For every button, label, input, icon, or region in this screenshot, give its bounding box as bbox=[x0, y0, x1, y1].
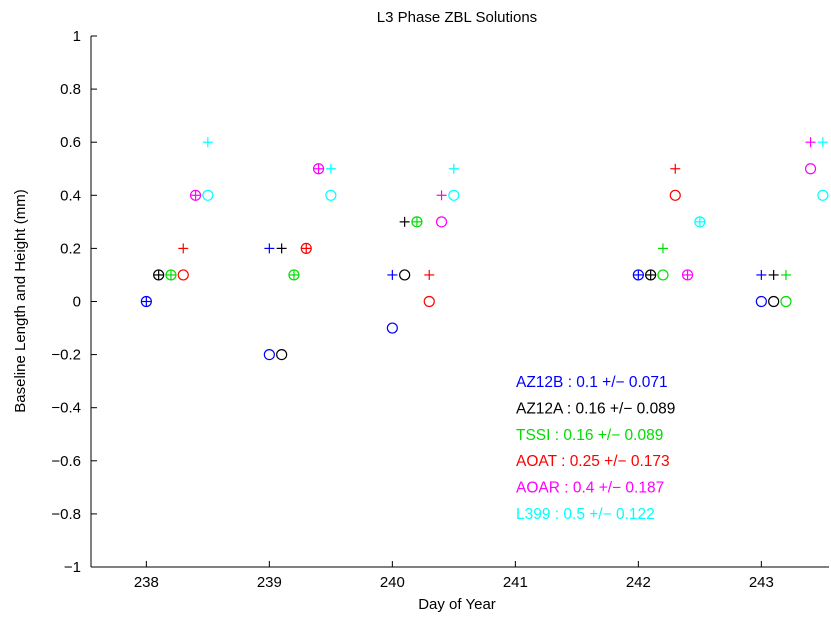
x-tick-label: 243 bbox=[749, 574, 774, 591]
data-point-plus bbox=[313, 163, 324, 174]
y-tick-label: 0 bbox=[73, 294, 81, 311]
data-point-plus bbox=[756, 269, 767, 280]
data-point-plus bbox=[399, 216, 410, 227]
data-point-circle bbox=[276, 349, 288, 361]
data-point-circle bbox=[386, 322, 398, 334]
data-point-plus bbox=[411, 216, 422, 227]
data-point-plus bbox=[141, 296, 152, 307]
data-point-circle bbox=[681, 269, 694, 281]
data-point-circle bbox=[768, 295, 780, 308]
y-tick-label: −0.4 bbox=[51, 400, 81, 417]
data-point-plus bbox=[202, 137, 213, 148]
y-tick-label: −1 bbox=[64, 559, 81, 576]
data-point-circle bbox=[423, 295, 435, 308]
data-point-plus bbox=[670, 163, 681, 174]
data-point-plus bbox=[264, 243, 275, 254]
y-tick-label: −0.2 bbox=[51, 347, 81, 364]
data-point-plus bbox=[694, 216, 705, 227]
stat-annotation: TSSI : 0.16 +/− 0.089 bbox=[516, 427, 663, 444]
data-point-circle bbox=[189, 189, 202, 201]
data-point-circle bbox=[153, 269, 165, 281]
x-tick-label: 242 bbox=[626, 574, 651, 591]
data-point-plus bbox=[448, 163, 459, 174]
data-point-plus bbox=[682, 269, 693, 280]
data-point-plus bbox=[325, 163, 336, 174]
data-point-circle bbox=[288, 269, 300, 281]
chart-title: L3 Phase ZBL Solutions bbox=[377, 9, 537, 26]
data-point-circle bbox=[804, 163, 817, 175]
data-point-circle bbox=[817, 189, 829, 201]
y-tick-label: 0.4 bbox=[60, 187, 81, 204]
stat-annotation: L399 : 0.5 +/− 0.122 bbox=[516, 506, 655, 523]
data-point-plus bbox=[817, 137, 828, 148]
data-point-circle bbox=[399, 269, 411, 281]
data-point-circle bbox=[755, 295, 767, 308]
data-point-plus bbox=[178, 243, 189, 254]
stats-annotations: AZ12B : 0.1 +/− 0.071 AZ12A : 0.16 +/− 0.… bbox=[516, 374, 675, 523]
data-point-circle bbox=[448, 189, 460, 201]
data-point-circle bbox=[694, 216, 706, 228]
data-point-circle bbox=[325, 189, 337, 201]
data-point-plus bbox=[301, 243, 312, 254]
data-point-circle bbox=[165, 269, 177, 281]
y-tick-label: 0.8 bbox=[60, 81, 81, 98]
y-tick-label: 0.6 bbox=[60, 134, 81, 151]
data-point-plus bbox=[165, 269, 176, 280]
data-point-circle bbox=[177, 269, 189, 281]
data-point-plus bbox=[387, 269, 398, 280]
data-point-plus bbox=[153, 269, 164, 280]
stat-annotation: AZ12A : 0.16 +/− 0.089 bbox=[516, 400, 675, 417]
data-point-circle bbox=[300, 242, 312, 254]
stat-annotation: AZ12B : 0.1 +/− 0.071 bbox=[516, 374, 668, 391]
stat-annotation: AOAT : 0.25 +/− 0.173 bbox=[516, 453, 670, 470]
plot-area: −1 −0.8 −0.6 −0.4 −0.2 0 0.2 0.4 0.6 0.8 1 238 239 24… bbox=[51, 28, 829, 591]
data-point-plus bbox=[805, 137, 816, 148]
data-point-circle bbox=[202, 189, 214, 201]
data-point-circle bbox=[645, 269, 657, 281]
data-point-plus bbox=[633, 269, 644, 280]
data-point-circle bbox=[140, 295, 152, 308]
y-axis-label: Baseline Length and Height (mm) bbox=[12, 189, 29, 412]
data-point-plus bbox=[424, 269, 435, 280]
data-point-plus bbox=[645, 269, 656, 280]
data-point-circle bbox=[669, 189, 681, 201]
y-tick-label: −0.6 bbox=[51, 453, 81, 470]
data-point-plus bbox=[657, 243, 668, 254]
data-point-circle bbox=[632, 269, 644, 281]
stat-annotation: AOAR : 0.4 +/− 0.187 bbox=[516, 480, 664, 497]
data-point-plus bbox=[276, 243, 287, 254]
data-point-circle bbox=[411, 216, 423, 228]
data-point-plus bbox=[768, 269, 779, 280]
data-point-circle bbox=[780, 295, 792, 308]
x-tick-label: 238 bbox=[134, 574, 159, 591]
data-point-plus bbox=[436, 190, 447, 201]
y-tick-label: 0.2 bbox=[60, 240, 81, 257]
x-tick-label: 239 bbox=[257, 574, 282, 591]
x-tick-label: 240 bbox=[380, 574, 405, 591]
data-point-circle bbox=[312, 163, 325, 175]
data-point-circle bbox=[657, 269, 669, 281]
data-point-plus bbox=[190, 190, 201, 201]
data-point-circle bbox=[263, 349, 275, 361]
data-point-plus bbox=[288, 269, 299, 280]
y-tick-label: 1 bbox=[73, 28, 81, 45]
y-tick-label: −0.8 bbox=[51, 506, 81, 523]
x-tick-label: 241 bbox=[503, 574, 528, 591]
data-point-circle bbox=[435, 216, 448, 228]
data-point-plus bbox=[780, 269, 791, 280]
x-axis-label: Day of Year bbox=[418, 596, 496, 613]
